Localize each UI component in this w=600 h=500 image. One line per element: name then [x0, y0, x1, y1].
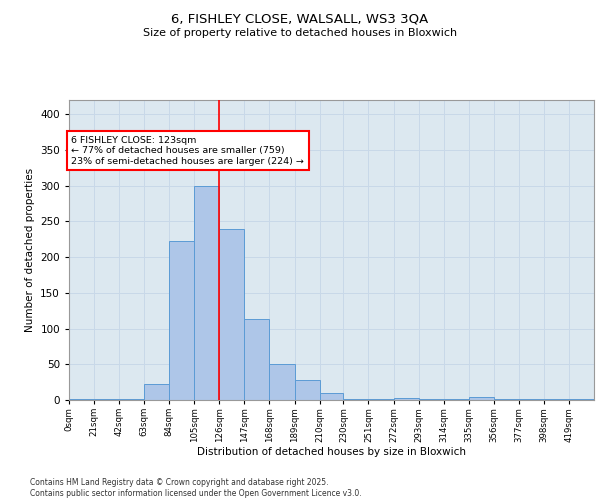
Bar: [469, 397, 494, 400]
Text: Contains HM Land Registry data © Crown copyright and database right 2025.
Contai: Contains HM Land Registry data © Crown c…: [30, 478, 362, 498]
Bar: [119, 398, 144, 400]
Bar: [169, 242, 194, 400]
Bar: [343, 398, 368, 400]
Bar: [94, 398, 119, 400]
Bar: [194, 186, 220, 400]
Bar: [269, 364, 295, 400]
Bar: [69, 398, 94, 400]
Bar: [320, 393, 343, 400]
Bar: [519, 398, 544, 400]
Text: Size of property relative to detached houses in Bloxwich: Size of property relative to detached ho…: [143, 28, 457, 38]
Bar: [419, 398, 443, 400]
X-axis label: Distribution of detached houses by size in Bloxwich: Distribution of detached houses by size …: [197, 448, 466, 458]
Bar: [144, 384, 169, 400]
Y-axis label: Number of detached properties: Number of detached properties: [25, 168, 35, 332]
Bar: [244, 320, 269, 400]
Bar: [544, 398, 569, 400]
Bar: [295, 380, 320, 400]
Bar: [443, 398, 469, 400]
Text: 6 FISHLEY CLOSE: 123sqm
← 77% of detached houses are smaller (759)
23% of semi-d: 6 FISHLEY CLOSE: 123sqm ← 77% of detache…: [71, 136, 304, 166]
Bar: [494, 398, 519, 400]
Bar: [368, 398, 394, 400]
Bar: [394, 398, 419, 400]
Text: 6, FISHLEY CLOSE, WALSALL, WS3 3QA: 6, FISHLEY CLOSE, WALSALL, WS3 3QA: [172, 12, 428, 26]
Bar: [220, 228, 244, 400]
